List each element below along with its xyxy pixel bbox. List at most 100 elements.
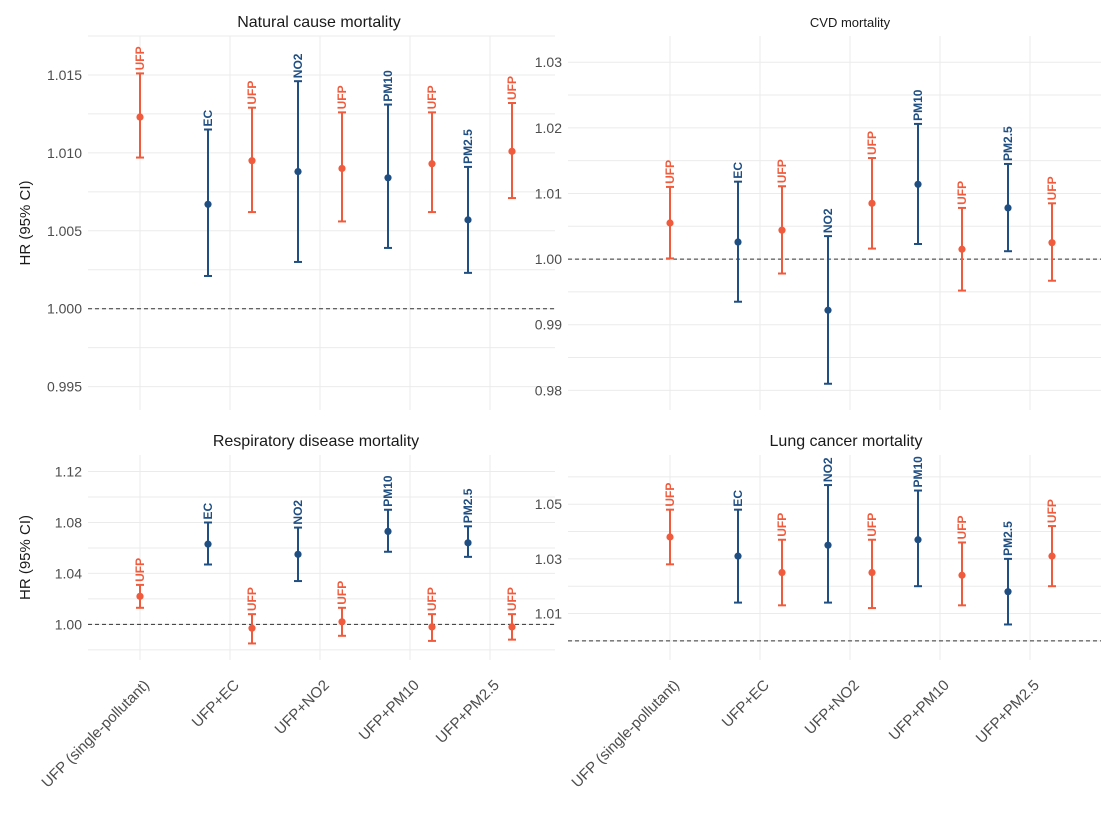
estimate-ufp: UFP: [133, 558, 147, 609]
estimate-ufp: UFP: [1045, 499, 1059, 588]
point-estimate: [958, 245, 966, 253]
estimate-pm25: PM2.5: [1001, 126, 1015, 253]
estimate-ec: EC: [201, 109, 215, 277]
x-tick-label: UFP+PM2.5: [433, 677, 503, 747]
point-estimate: [204, 200, 212, 208]
estimate-label: UFP: [505, 76, 519, 100]
estimate-ufp: UFP: [505, 587, 519, 641]
estimate-pm25: PM2.5: [1001, 521, 1015, 626]
estimate-label: EC: [731, 162, 745, 179]
y-tick-label: 1.05: [535, 496, 562, 512]
estimate-label: NO2: [291, 53, 305, 78]
panel-title: CVD mortality: [810, 15, 891, 30]
y-axis-label: HR (95% CI): [17, 515, 34, 600]
point-estimate: [778, 226, 786, 234]
y-tick-label: 1.005: [47, 223, 82, 239]
point-estimate: [136, 113, 144, 121]
estimate-label: UFP: [245, 587, 259, 611]
estimate-ufp: UFP: [775, 159, 789, 275]
y-tick-label: 1.015: [47, 67, 82, 83]
estimate-pm25: PM2.5: [461, 129, 475, 274]
y-tick-label: 1.00: [55, 616, 82, 632]
y-tick-label: 1.08: [55, 514, 82, 530]
estimate-ec: EC: [731, 162, 745, 303]
estimate-ec: EC: [731, 490, 745, 604]
estimate-label: PM2.5: [461, 488, 475, 523]
point-estimate: [914, 180, 922, 188]
point-estimate: [958, 571, 966, 579]
estimate-label: UFP: [505, 587, 519, 611]
estimate-ufp: UFP: [955, 181, 969, 292]
point-estimate: [338, 164, 346, 173]
point-estimate: [248, 157, 256, 165]
point-estimate: [868, 199, 876, 207]
point-estimate: [204, 540, 212, 548]
y-tick-label: 1.00: [535, 251, 562, 267]
x-tick-label: UFP+EC: [189, 677, 243, 731]
estimate-no2: NO2: [291, 500, 305, 583]
estimate-ufp: UFP: [955, 515, 969, 607]
estimate-ufp: UFP: [663, 483, 677, 566]
panel-title: Lung cancer mortality: [770, 433, 923, 450]
estimate-no2: NO2: [821, 208, 835, 385]
y-tick-label: 1.01: [535, 185, 562, 201]
estimate-label: UFP: [1045, 176, 1059, 200]
estimate-label: PM10: [911, 89, 925, 121]
y-tick-label: 1.010: [47, 145, 82, 161]
y-tick-label: 0.98: [535, 382, 562, 398]
point-estimate: [294, 550, 302, 558]
point-estimate: [824, 541, 832, 549]
estimate-label: UFP: [335, 85, 349, 109]
estimate-ufp: UFP: [245, 81, 259, 214]
estimate-label: UFP: [663, 483, 677, 507]
y-tick-label: 1.03: [535, 54, 562, 70]
point-estimate: [384, 527, 392, 535]
estimate-pm10: PM10: [911, 89, 925, 245]
estimate-label: EC: [201, 109, 215, 126]
estimate-label: NO2: [291, 500, 305, 525]
point-estimate: [868, 568, 876, 577]
y-tick-label: 1.02: [535, 120, 562, 136]
estimate-label: PM2.5: [1001, 126, 1015, 161]
panel-title: Respiratory disease mortality: [213, 433, 419, 450]
point-estimate: [666, 219, 674, 227]
point-estimate: [294, 167, 302, 176]
point-estimate: [734, 552, 742, 560]
x-tick-label: UFP+PM10: [886, 677, 953, 744]
estimate-no2: NO2: [291, 53, 305, 263]
estimate-label: UFP: [865, 513, 879, 537]
estimate-ufp: UFP: [663, 160, 677, 260]
point-estimate: [1004, 204, 1012, 212]
point-estimate: [464, 539, 472, 547]
y-tick-label: 0.995: [47, 379, 82, 395]
estimate-label: EC: [731, 490, 745, 507]
x-tick-label: UFP+NO2: [802, 677, 863, 738]
estimate-ufp: UFP: [335, 581, 349, 637]
estimate-label: NO2: [821, 457, 835, 482]
y-tick-label: 1.04: [55, 565, 82, 581]
estimate-label: UFP: [133, 558, 147, 582]
estimate-label: PM10: [381, 70, 395, 102]
estimate-label: UFP: [425, 587, 439, 611]
estimate-label: UFP: [663, 160, 677, 184]
point-estimate: [1048, 552, 1056, 560]
point-estimate: [428, 623, 436, 631]
estimate-label: EC: [201, 502, 215, 519]
estimate-label: PM2.5: [461, 129, 475, 164]
panel-2: 0.98 0.99 1.00 1.01 1.02 1.03 CVD mortality UFP…: [535, 15, 1101, 410]
estimate-pm10: PM10: [381, 475, 395, 553]
estimate-ufp: UFP: [865, 513, 879, 610]
estimate-pm25: PM2.5: [461, 488, 475, 558]
panel-title: Natural cause mortality: [237, 14, 401, 31]
estimate-label: UFP: [425, 85, 439, 109]
estimate-label: UFP: [955, 515, 969, 539]
estimate-ufp: UFP: [505, 76, 519, 200]
estimate-label: UFP: [1045, 499, 1059, 523]
estimate-label: UFP: [133, 46, 147, 70]
x-tick-label: UFP (single-pollutant): [568, 677, 682, 791]
point-estimate: [428, 160, 436, 168]
estimate-pm10: PM10: [381, 70, 395, 249]
estimate-label: UFP: [775, 159, 789, 183]
estimate-label: UFP: [245, 81, 259, 105]
point-estimate: [136, 592, 144, 600]
